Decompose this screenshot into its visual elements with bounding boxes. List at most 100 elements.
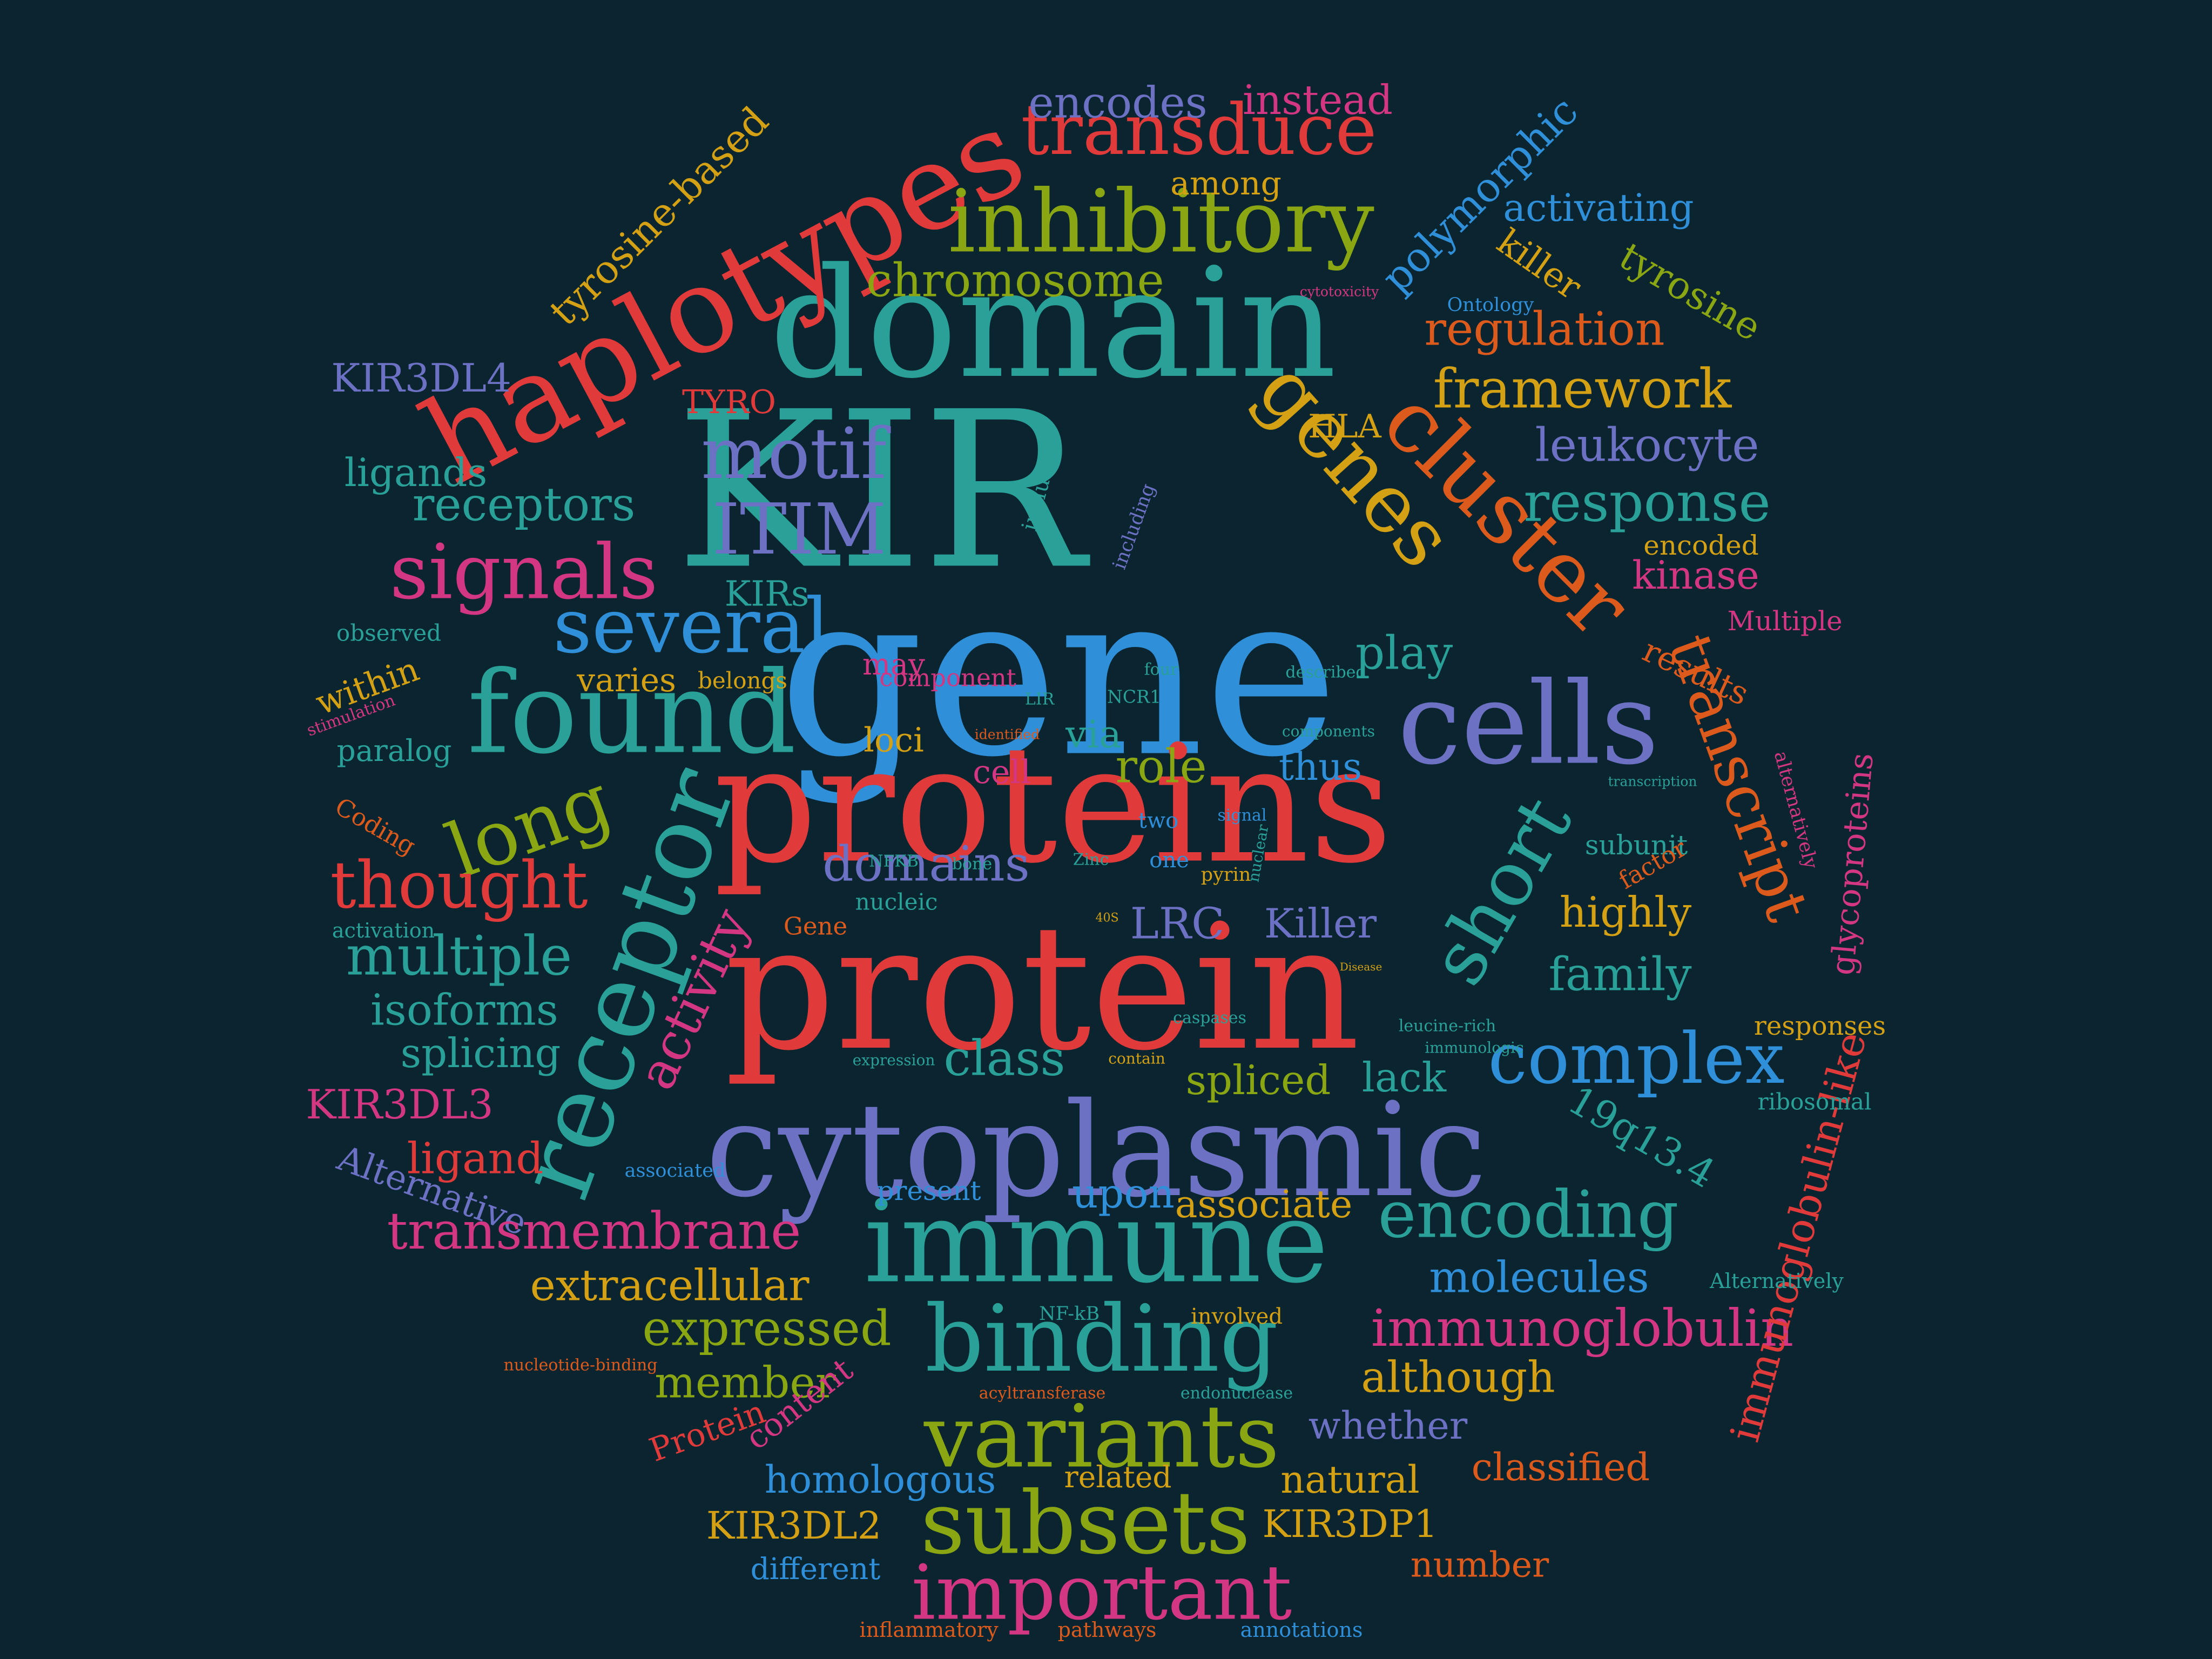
word-kir: KIR — [676, 366, 1091, 617]
word-signal: signal — [1218, 806, 1267, 825]
word-cells: cells — [1398, 658, 1659, 790]
word-kir3dl3: KIR3DL3 — [306, 1081, 494, 1128]
word-cytotoxicity: cytotoxicity — [1300, 284, 1379, 300]
word-itim: ITIM — [712, 488, 887, 570]
word-four: four — [1144, 660, 1178, 679]
word-ligands: ligands — [345, 450, 487, 495]
word-lir: LIR — [1025, 690, 1055, 709]
word-ncr1: NCR1 — [1107, 686, 1161, 707]
word-transcription: transcription — [1608, 774, 1697, 790]
word-responses: responses — [1754, 1011, 1886, 1041]
word-tyro: TYRO — [682, 383, 776, 421]
word-associate: associate — [1175, 1182, 1353, 1226]
word-kirs: KIRs — [725, 574, 810, 615]
word-transmembrane: transmembrane — [387, 1202, 801, 1261]
word-expressed: expressed — [642, 1300, 891, 1357]
word-components: components — [1282, 723, 1375, 740]
word-found: found — [467, 647, 796, 779]
word-present: present — [876, 1175, 981, 1206]
word-different: different — [751, 1552, 881, 1586]
word-described: described — [1285, 663, 1366, 682]
word-nf-kb: NF-kB — [1039, 1303, 1100, 1325]
word-although: although — [1361, 1352, 1555, 1402]
word-kir3dl2: KIR3DL2 — [706, 1503, 881, 1548]
word-instead: instead — [1243, 76, 1393, 124]
word-regulation: regulation — [1424, 303, 1664, 356]
word-40s: 40S — [1095, 912, 1118, 925]
word-encoding: encoding — [1378, 1178, 1678, 1253]
word-disease: Disease — [1340, 960, 1382, 973]
word-family: family — [1548, 948, 1691, 1002]
word-upon: upon — [1072, 1170, 1175, 1217]
word-number: number — [1411, 1545, 1549, 1586]
word-nucleotide-binding: nucleotide-binding — [503, 1356, 657, 1375]
word-multiple: multiple — [346, 925, 572, 988]
word-role: role — [1115, 740, 1206, 794]
word-proteins: proteins — [713, 711, 1392, 899]
word-play: play — [1355, 627, 1453, 680]
word-ontology: Ontology — [1447, 294, 1534, 316]
word-encodes: encodes — [1028, 78, 1207, 128]
word-member: member — [655, 1358, 837, 1408]
word-ribosomal: ribosomal — [1758, 1089, 1872, 1115]
word-several: several — [553, 583, 830, 671]
word-chromosome: chromosome — [866, 254, 1164, 308]
word-via: via — [1065, 712, 1122, 757]
word-subunit: subunit — [1585, 830, 1688, 861]
word-transduce: transduce — [1021, 89, 1377, 171]
word-pathways: pathways — [1058, 1618, 1157, 1642]
word-activation: activation — [332, 919, 435, 942]
word-alternatively: Alternatively — [1709, 1269, 1844, 1293]
word-motif: motif — [701, 413, 891, 495]
word-homologous: homologous — [765, 1458, 996, 1502]
word-two: two — [1138, 808, 1178, 833]
word-caspases: caspases — [1173, 1009, 1246, 1028]
word-highly: highly — [1560, 888, 1691, 937]
word-framework: framework — [1433, 358, 1732, 421]
word-binding: binding — [925, 1286, 1278, 1393]
word-ligand: ligand — [407, 1134, 544, 1184]
word-leukocyte: leukocyte — [1535, 419, 1759, 473]
word-associated: associated — [625, 1160, 726, 1182]
word-kinase: kinase — [1632, 552, 1759, 598]
word-receptors: receptors — [413, 478, 636, 532]
word-paralog: paralog — [337, 733, 452, 768]
word-among: among — [1170, 165, 1282, 203]
word-hla: HLA — [1308, 408, 1381, 446]
word-gene: Gene — [784, 912, 847, 941]
word-endonuclease: endonuclease — [1181, 1384, 1293, 1403]
word-domains: domains — [822, 836, 1030, 893]
word-may: may — [862, 647, 925, 682]
word-nfkb: NFKB — [869, 852, 919, 871]
word-one: one — [1149, 848, 1189, 873]
word-important: important — [912, 1549, 1292, 1637]
word-activating: activating — [1503, 186, 1694, 230]
word-signals: signals — [390, 529, 658, 617]
word-cell: cell — [973, 753, 1031, 791]
word-kir3dp1: KIR3DP1 — [1263, 1502, 1438, 1546]
word-immunologic: immunologic — [1425, 1039, 1523, 1057]
word-extracellular: extracellular — [530, 1260, 810, 1311]
word-thought: thought — [330, 848, 588, 923]
word-protein: protein — [725, 888, 1360, 1089]
word-expression: expression — [853, 1051, 935, 1069]
word-whether: whether — [1309, 1404, 1468, 1448]
word-leucine-rich: leucine-rich — [1399, 1017, 1496, 1036]
word-related: related — [1064, 1460, 1171, 1494]
word-belongs: belongs — [698, 667, 787, 694]
word-lrc: LRC — [1130, 899, 1225, 949]
word-annotations: annotations — [1240, 1618, 1363, 1642]
word-domain: domain — [770, 236, 1337, 412]
word-natural: natural — [1280, 1458, 1420, 1502]
word-contain: contain — [1108, 1050, 1165, 1068]
word-splicing: splicing — [401, 1029, 561, 1077]
word-observed: observed — [336, 620, 441, 646]
word-molecules: molecules — [1429, 1252, 1649, 1303]
word-cytoplasmic: cytoplasmic — [706, 1075, 1487, 1226]
word-spliced: spliced — [1186, 1056, 1331, 1104]
word-pyrin: pyrin — [1201, 864, 1251, 886]
word-thus: thus — [1279, 745, 1362, 789]
word-class: class — [943, 1030, 1065, 1087]
